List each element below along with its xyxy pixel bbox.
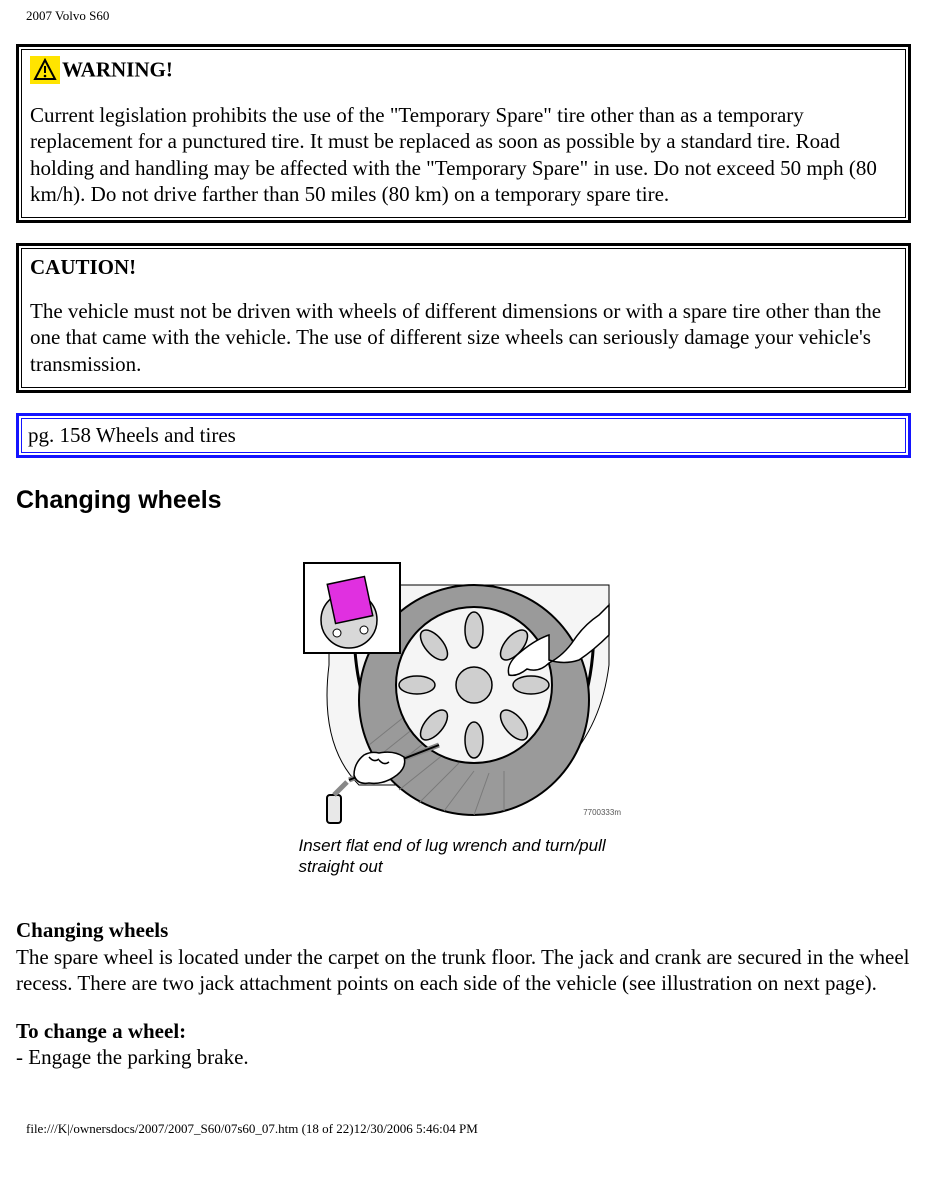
illustration: 7700333m Insert flat end of lug wrench a…: [16, 545, 911, 878]
content-block-2: To change a wheel: - Engage the parking …: [16, 1018, 911, 1071]
steps-heading: To change a wheel:: [16, 1019, 186, 1043]
warning-title: WARNING!: [62, 58, 173, 82]
warning-box: WARNING! Current legislation prohibits t…: [16, 44, 911, 223]
warning-icon: [30, 56, 60, 84]
caution-title: CAUTION!: [30, 255, 897, 280]
page-reference-text: pg. 158 Wheels and tires: [28, 423, 236, 447]
step-1: - Engage the parking brake.: [16, 1045, 249, 1069]
content-paragraph-1: The spare wheel is located under the car…: [16, 945, 909, 995]
content-block-1: Changing wheels The spare wheel is locat…: [16, 917, 911, 996]
caution-body: The vehicle must not be driven with whee…: [30, 298, 897, 377]
page-footer: file:///K|/ownersdocs/2007/2007_S60/07s6…: [26, 1121, 911, 1137]
caution-box: CAUTION! The vehicle must not be driven …: [16, 243, 911, 393]
warning-body: Current legislation prohibits the use of…: [30, 102, 897, 207]
document-header: 2007 Volvo S60: [26, 8, 911, 24]
section-heading: Changing wheels: [16, 486, 911, 515]
illustration-caption: Insert flat end of lug wrench and turn/p…: [299, 835, 619, 878]
illustration-ref: 7700333m: [583, 808, 621, 817]
page-reference-box: pg. 158 Wheels and tires: [16, 413, 911, 458]
content-subheading: Changing wheels: [16, 918, 168, 942]
